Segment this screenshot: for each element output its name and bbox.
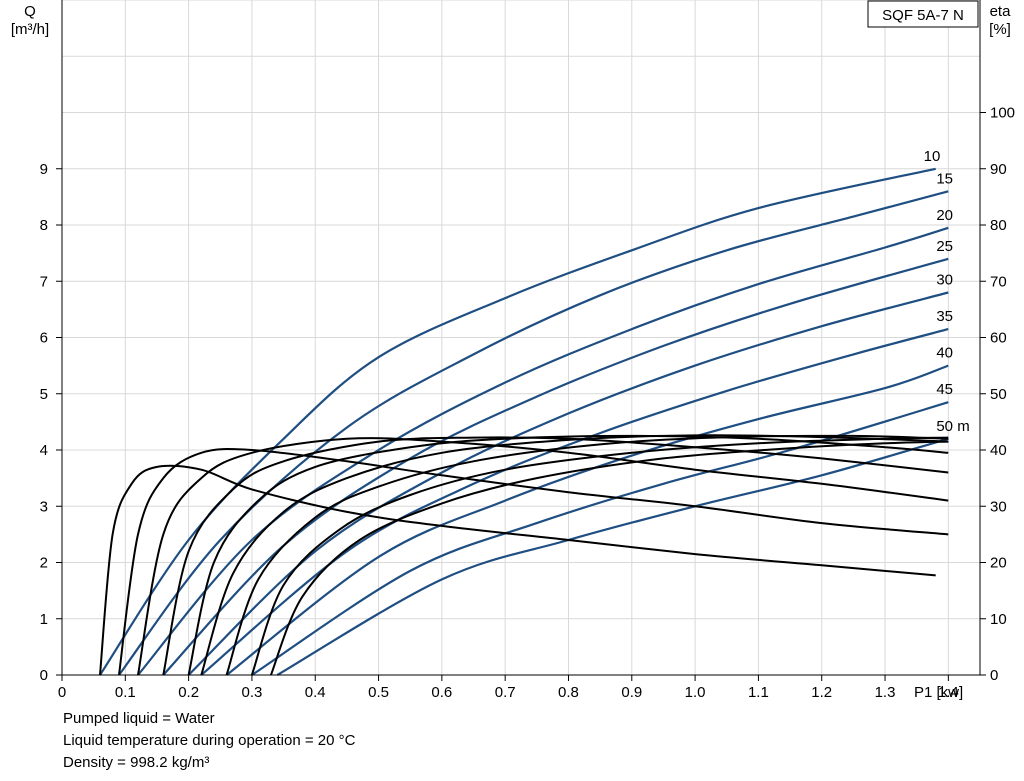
flow-curves (99, 167, 949, 676)
note-density: Density = 998.2 kg/m³ (63, 754, 210, 771)
y-left-label-line1: Q (24, 3, 36, 20)
axes (56, 0, 986, 681)
y-right-tick-label: 70 (990, 273, 1007, 290)
product-label-box: SQF 5A-7 N (867, 0, 979, 28)
x-tick-label: 0.1 (115, 684, 136, 701)
x-tick-label: 0.3 (242, 684, 263, 701)
flow-curve-label-35: 35 (936, 308, 953, 325)
y-left-tick-label: 5 (40, 386, 48, 403)
y-left-tick-label: 7 (40, 273, 48, 290)
flow-curve-label-25: 25 (936, 238, 953, 255)
x-tick-label: 0.6 (431, 684, 452, 701)
flow-curve-label-40: 40 (936, 345, 953, 362)
efficiency-curve-25 (162, 436, 949, 676)
y-right-tick-label: 100 (990, 105, 1015, 122)
flow-curve-45 (251, 401, 949, 676)
y-right-tick-label: 30 (990, 498, 1007, 515)
x-tick-label: 1.1 (748, 684, 769, 701)
y-left-tick-label: 8 (40, 217, 48, 234)
note-liquid-temperature: Liquid temperature during operation = 20… (63, 732, 356, 749)
flow-curve-label-50: 50 m (936, 418, 969, 435)
x-tick-label: 0.8 (558, 684, 579, 701)
x-tick-label: 0.9 (621, 684, 642, 701)
x-axis-label: P1 [kw] (914, 684, 963, 701)
product-label: SQF 5A-7 N (882, 7, 964, 24)
efficiency-curve-10 (99, 464, 936, 676)
flow-curve-40 (225, 364, 949, 676)
y-left-tick-label: 6 (40, 330, 48, 347)
grid (62, 0, 980, 675)
x-tick-label: 1.4 (938, 684, 959, 701)
flow-curve-label-20: 20 (936, 207, 953, 224)
flow-curve-20 (137, 226, 949, 676)
efficiency-curve-15 (118, 448, 949, 676)
y-right-tick-label: 40 (990, 442, 1007, 459)
y-left-tick-label: 4 (40, 442, 48, 459)
y-right-tick-label: 80 (990, 217, 1007, 234)
y-right-tick-label: 0 (990, 667, 998, 684)
tick-labels: 0 0.1 0.2 0.3 0.4 0.5 0.6 0.7 0.8 0.9 1.0 1.1 1.2 1.3… (40, 105, 1015, 702)
flow-curve-label-15: 15 (936, 170, 953, 187)
x-tick-label: 1.3 (875, 684, 896, 701)
efficiency-curve-50 (269, 440, 949, 676)
x-tick-label: 1.0 (685, 684, 706, 701)
efficiency-curve-45 (250, 436, 949, 676)
flow-curve-50 (276, 437, 949, 676)
flow-curve-25 (162, 257, 949, 676)
y-left-tick-label: 1 (40, 611, 48, 628)
y-right-tick-label: 10 (990, 611, 1007, 628)
y-right-tick-label: 20 (990, 555, 1007, 572)
y-right-tick-label: 60 (990, 330, 1007, 347)
y-right-tick-label: 90 (990, 161, 1007, 178)
flow-curve-10 (99, 167, 936, 676)
x-tick-label: 0.7 (495, 684, 516, 701)
note-pumped-liquid: Pumped liquid = Water (63, 710, 215, 727)
y-left-tick-label: 9 (40, 161, 48, 178)
x-tick-label: 0.2 (178, 684, 199, 701)
flow-curve-label-45: 45 (936, 381, 953, 398)
flow-curve-15 (118, 190, 949, 676)
y-left-tick-label: 3 (40, 498, 48, 515)
x-tick-label: 0 (58, 684, 66, 701)
efficiency-curves (99, 434, 949, 676)
y-left-label-line2: [m³/h] (11, 21, 49, 38)
flow-curve-label-10: 10 (924, 148, 941, 165)
efficiency-curve-40 (225, 434, 949, 676)
x-tick-label: 0.5 (368, 684, 389, 701)
y-right-label-line1: eta (990, 3, 1012, 20)
y-left-tick-label: 0 (40, 667, 48, 684)
x-tick-label: 1.2 (811, 684, 832, 701)
flow-curve-30 (187, 291, 949, 676)
y-right-tick-label: 50 (990, 386, 1007, 403)
efficiency-curve-20 (137, 437, 949, 676)
x-tick-label: 0.4 (305, 684, 326, 701)
flow-curve-label-30: 30 (936, 272, 953, 289)
y-right-label-line2: [%] (989, 21, 1011, 38)
y-left-tick-label: 2 (40, 555, 48, 572)
